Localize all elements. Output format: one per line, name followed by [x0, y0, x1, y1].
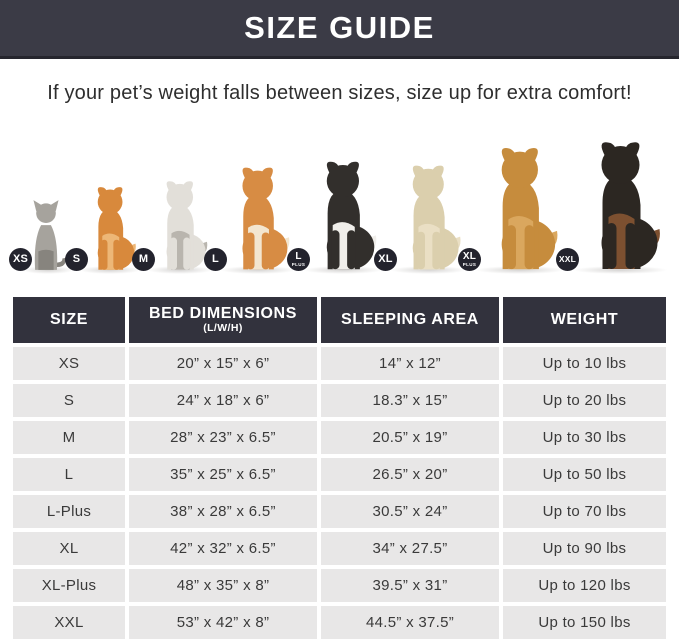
size-badge: XL [374, 248, 397, 271]
size-badge-label: S [72, 253, 81, 265]
column-header-label: WEIGHT [550, 311, 619, 329]
size-badge-label: M [138, 253, 149, 265]
page-title: SIZE GUIDE [244, 10, 435, 45]
sleeping-area-cell: 18.3” x 15” [321, 384, 499, 417]
weight-cell: Up to 90 lbs [503, 532, 666, 565]
bed-dimensions-cell: 48” x 35” x 8” [129, 569, 317, 602]
size-badge-label: XXL [558, 254, 577, 265]
pet-golden-retriever: XL PLUS [458, 145, 566, 274]
size-badge: XXL [556, 248, 579, 271]
pet-border-collie: L PLUS [287, 159, 384, 274]
sleeping-area-cell: 20.5” x 19” [321, 421, 499, 454]
size-badge-plus-label: PLUS [462, 261, 477, 267]
sleeping-area-cell: 30.5” x 24” [321, 495, 499, 528]
size-cell: XL [13, 532, 125, 565]
weight-cell: Up to 120 lbs [503, 569, 666, 602]
size-badge: M [132, 248, 155, 271]
bed-dimensions-cell: 20” x 15” x 6” [129, 347, 317, 380]
sleeping-area-cell: 39.5” x 31” [321, 569, 499, 602]
size-cell: L [13, 458, 125, 491]
sleeping-area-cell: 26.5” x 20” [321, 458, 499, 491]
size-cell: XS [13, 347, 125, 380]
size-badge: XL PLUS [458, 248, 481, 271]
weight-cell: Up to 30 lbs [503, 421, 666, 454]
pet-french-bulldog: M [132, 179, 213, 274]
size-cell: S [13, 384, 125, 417]
sleeping-area-cell: 14” x 12” [321, 347, 499, 380]
size-cell: M [13, 421, 125, 454]
column-header-weight: WEIGHT [503, 297, 666, 343]
size-badge: XS [9, 248, 32, 271]
weight-cell: Up to 10 lbs [503, 347, 666, 380]
column-header-label: BED DIMENSIONS [149, 305, 297, 323]
bed-dimensions-cell: 42” x 32” x 6.5” [129, 532, 317, 565]
size-cell: XXL [13, 606, 125, 639]
size-badge-plus-label: PLUS [291, 261, 306, 267]
column-header-bed-dimensions: BED DIMENSIONS (L/W/H) [129, 297, 317, 343]
bed-dimensions-cell: 53” x 42” x 8” [129, 606, 317, 639]
weight-cell: Up to 50 lbs [503, 458, 666, 491]
size-badge-label: XS [12, 253, 29, 265]
size-badge-label: XL [378, 253, 393, 265]
pet-shiba-inu: L [204, 165, 296, 274]
golden-retriever-illustration [467, 145, 565, 271]
column-header-sublabel: (L/W/H) [203, 322, 243, 335]
sleeping-area-cell: 44.5” x 37.5” [321, 606, 499, 639]
bed-dimensions-cell: 38” x 28” x 6.5” [129, 495, 317, 528]
sleeping-area-cell: 34” x 27.5” [321, 532, 499, 565]
pets-row: XS S M L L PLUS XL [9, 135, 668, 274]
column-header-label: SIZE [50, 311, 88, 329]
size-badge: L [204, 248, 227, 271]
pet-cat: XS [9, 199, 74, 274]
bed-dimensions-cell: 28” x 23” x 6.5” [129, 421, 317, 454]
weight-cell: Up to 150 lbs [503, 606, 666, 639]
size-badge-label: L [212, 253, 219, 265]
column-header-size: SIZE [13, 297, 125, 343]
pet-doberman: XXL [556, 139, 668, 274]
column-header-label: SLEEPING AREA [341, 311, 479, 329]
subtitle-text: If your pet’s weight falls between sizes… [47, 82, 632, 104]
column-header-sleeping-area: SLEEPING AREA [321, 297, 499, 343]
bed-dimensions-cell: 35” x 25” x 6.5” [129, 458, 317, 491]
bed-dimensions-cell: 24” x 18” x 6” [129, 384, 317, 417]
pet-pomeranian: S [65, 185, 141, 274]
weight-cell: Up to 70 lbs [503, 495, 666, 528]
weight-cell: Up to 20 lbs [503, 384, 666, 417]
size-badge: S [65, 248, 88, 271]
pet-labrador: XL [374, 163, 467, 274]
size-table: SIZE BED DIMENSIONS (L/W/H) SLEEPING ARE… [13, 297, 666, 639]
size-cell: L-Plus [13, 495, 125, 528]
size-badge-label: L [295, 250, 302, 262]
size-badge-label: XL [462, 250, 477, 262]
doberman-illustration [565, 139, 668, 271]
size-cell: XL-Plus [13, 569, 125, 602]
size-badge: L PLUS [287, 248, 310, 271]
header-bar: SIZE GUIDE [0, 0, 679, 59]
